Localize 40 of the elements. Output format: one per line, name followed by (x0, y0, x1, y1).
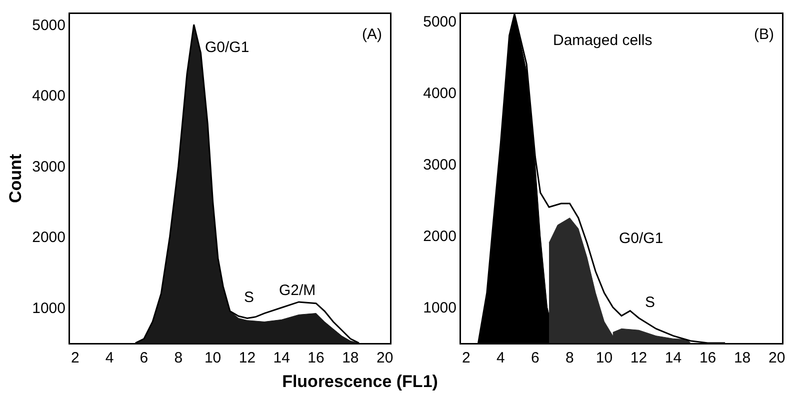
x-tick-label: 4 (105, 350, 114, 366)
annotation: S (244, 289, 254, 306)
x-tick-label: 8 (566, 350, 574, 366)
annotation: G0/G1 (619, 230, 664, 247)
x-tick-label: 10 (204, 350, 222, 366)
x-tick-label: 2 (70, 350, 80, 366)
annotation: G0/G1 (205, 39, 250, 56)
x-tick-label: 16 (308, 350, 324, 366)
x-tick-label: 10 (596, 350, 613, 366)
x-tick-label: 4 (496, 350, 505, 366)
x-tick-label: 16 (699, 350, 716, 366)
x-tick-label: 14 (273, 350, 290, 366)
y-tick-label: 1000 (423, 299, 456, 316)
y-tick-label: 1000 (32, 300, 66, 317)
y-tick-label: 2000 (32, 229, 66, 246)
annotation: (A) (362, 26, 382, 43)
annotation: Damaged cells (553, 32, 652, 49)
annotation: G2/M (279, 282, 316, 299)
x-tick-label: 18 (342, 350, 359, 366)
y-tick-label: 2000 (423, 228, 456, 245)
x-tick-label: 8 (174, 350, 183, 366)
x-tick-label: 20 (376, 350, 394, 366)
x-tick-label: 18 (734, 350, 751, 366)
x-axis-title: Fluorescence (FL1) (282, 372, 438, 392)
y-tick-label: 5000 (423, 13, 456, 30)
annotation: S (645, 294, 656, 311)
x-tick-label: 14 (664, 350, 682, 366)
x-tick-label: 6 (140, 350, 148, 366)
y-tick-label: 3000 (423, 156, 456, 174)
y-tick-label: 5000 (32, 16, 66, 34)
x-tick-label: 6 (531, 350, 540, 366)
x-tick-label: 20 (768, 350, 786, 366)
y-tick-label: 4000 (423, 84, 456, 102)
x-tick-label: 12 (238, 350, 256, 366)
annotation: (B) (754, 26, 774, 43)
y-tick-label: 3000 (32, 158, 66, 176)
y-tick-label: 4000 (32, 88, 66, 105)
x-tick-label: 2 (462, 350, 470, 366)
x-tick-label: 12 (630, 350, 648, 366)
y-axis-title: Count (6, 154, 25, 204)
